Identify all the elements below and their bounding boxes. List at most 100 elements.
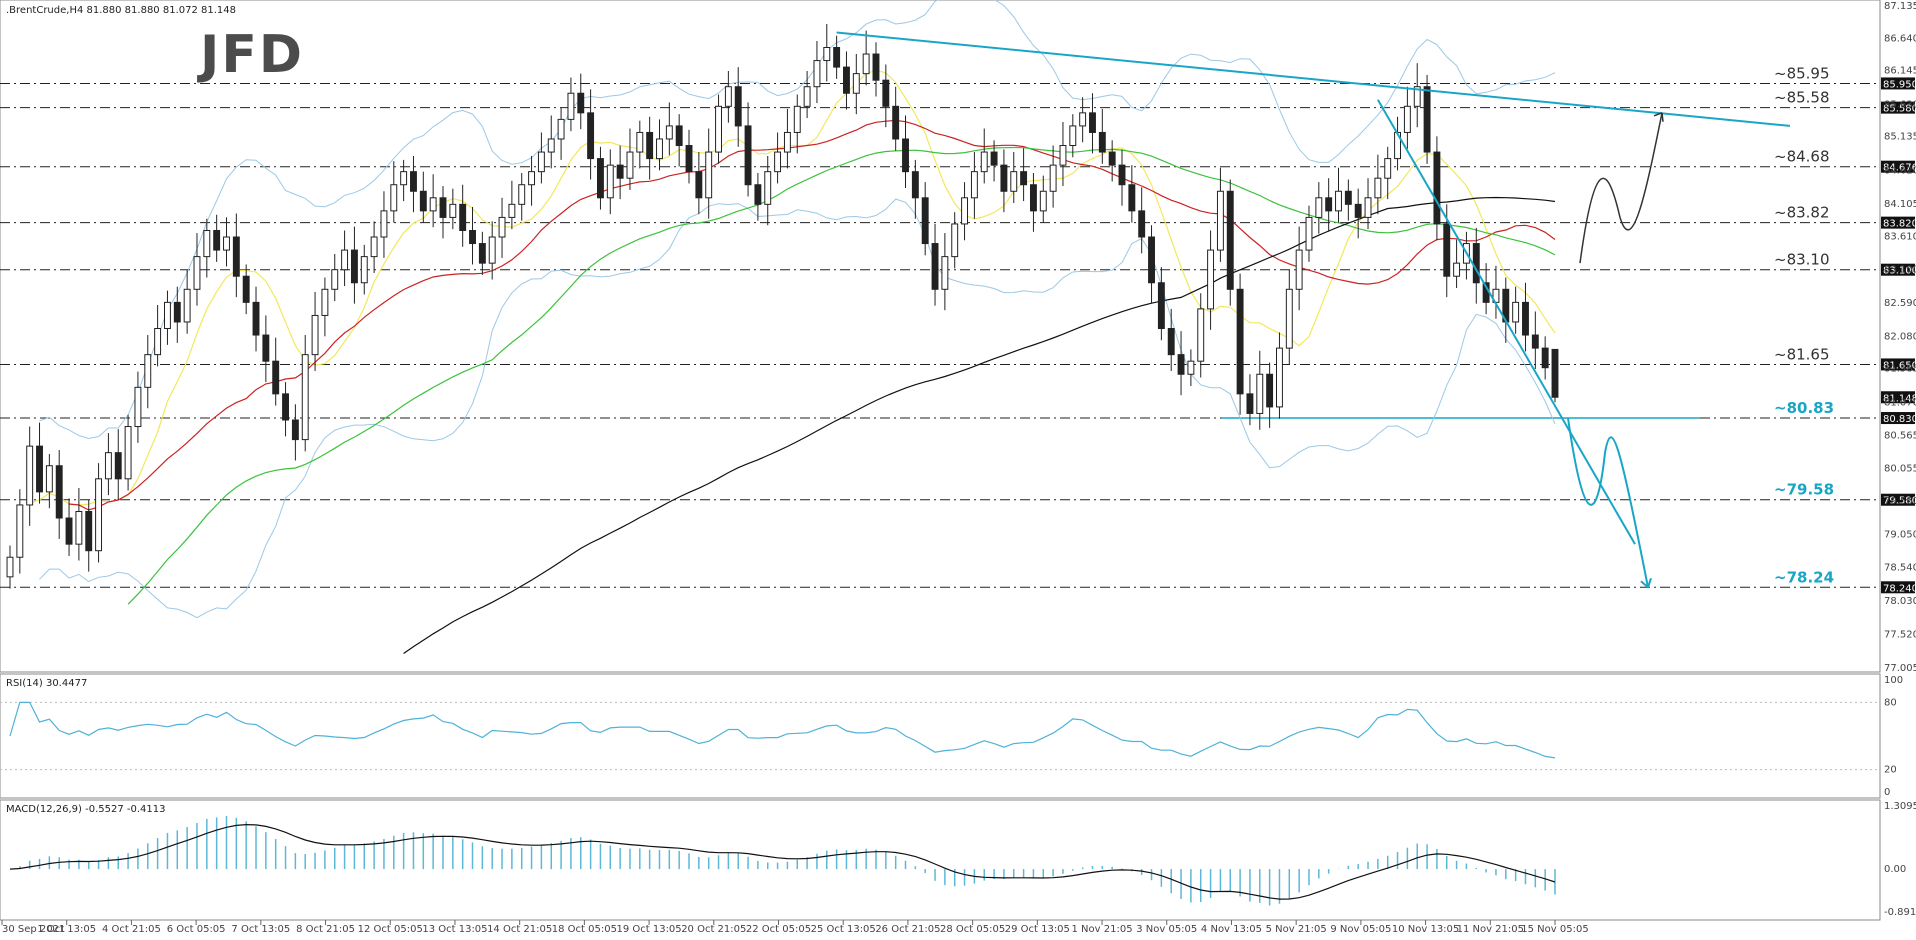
bollinger-lower [39,198,1556,619]
candle-bear [272,360,280,395]
candle-bull [852,73,860,94]
candle-bear [1148,236,1155,284]
candle-bear [1177,354,1185,375]
candle-bull [537,151,545,173]
candle-bull [724,86,732,107]
candle-bull [1216,190,1224,251]
x-tick-label: 8 Oct 21:05 [296,924,355,935]
candle-bear [1108,151,1116,166]
level-label: ~85.58 [1774,89,1830,107]
candle-bull [183,288,191,323]
candle-bear [734,86,742,127]
candle-bull [970,171,978,199]
candle-bear [882,79,890,107]
candle-bull [528,171,536,186]
ma-fast-line [29,69,1556,506]
candle-bull [1039,190,1047,212]
candle-bull [764,171,772,205]
macd-tick-label: 0.00 [1884,864,1906,875]
x-tick-label: 6 Oct 05:05 [167,924,226,935]
x-tick-label: 22 Oct 05:05 [746,924,811,935]
x-tick-label: 18 Oct 05:05 [552,924,617,935]
candle-bull [1413,86,1421,107]
jfd-logo: JFD [197,25,304,85]
candle-bull [203,229,211,258]
candle-bull [803,86,811,107]
projected-up-arrowhead [1653,112,1664,122]
candle-bear [36,445,43,493]
candle-bear [1226,190,1234,290]
level-label: ~81.65 [1774,345,1830,363]
bollinger-upper [39,0,1556,440]
projected-down-arrowhead [1640,577,1652,589]
candle-bull [823,46,831,62]
x-tick-label: 29 Oct 13:05 [1005,924,1070,935]
candle-bear [577,92,585,114]
candle-bull [1187,360,1195,375]
y-tick-label: 84.620 [1884,165,1916,176]
rsi-tick-label: 100 [1884,675,1903,686]
candle-bear [1098,131,1106,153]
macd-tick-label: -0.8917 [1884,907,1916,918]
candle-bear [744,125,752,186]
candle-bear [646,131,654,160]
level-price-box-label: 83.820 [1883,219,1916,230]
candle-bull [301,354,309,441]
candle-bull [75,510,83,545]
candle-bull [311,314,319,356]
candle-bear [1167,328,1175,356]
level-price-box-label: 83.100 [1883,266,1916,277]
candle-bull [862,53,870,75]
candle-bull [1285,288,1293,349]
level-price-box [1881,216,1915,229]
y-tick-label: 81.585 [1884,364,1916,375]
candle-bull [518,184,526,205]
candle-bull [164,301,171,330]
candle-bear [587,112,595,160]
annotations-layer [836,31,1791,589]
candle-bull [705,151,713,199]
x-tick-label: 19 Oct 13:05 [616,924,681,935]
level-price-box [1881,101,1915,114]
candle-bear [242,275,250,303]
short-trendline [1377,99,1636,545]
y-tick-label: 86.145 [1884,66,1916,77]
level-price-box [1881,160,1915,173]
x-tick-label: 20 Oct 21:05 [681,924,746,935]
y-tick-label: 82.080 [1884,331,1916,342]
candle-bull [154,328,162,356]
candle-bull [104,452,112,480]
rsi-panel-frame [0,673,1881,799]
candle-bear [282,393,289,421]
candle-bear [931,243,939,290]
candle-bear [55,465,63,519]
candle-bear [990,151,998,166]
y-tick-label: 87.135 [1884,1,1916,12]
candle-bear [1128,184,1136,212]
candle-bull [1010,171,1018,192]
x-tick-label: 3 Nov 05:05 [1136,924,1197,935]
candle-bull [360,256,368,284]
candle-bear [419,190,427,212]
price-levels-layer: ~85.95 85.950 ~85.58 85.580 ~84.68 84.676 ~83.… [0,64,1916,594]
candle-bear [1157,282,1165,330]
y-tick-label: 82.590 [1884,298,1916,309]
y-tick-label: 81.070 [1884,397,1916,408]
candle-bear [65,517,73,545]
candle-bull [1079,112,1087,127]
current-price-box-label: 81.148 [1883,393,1916,404]
rsi-tick-label: 0 [1884,787,1890,798]
long-trendline [836,31,1791,127]
x-tick-label: 25 Oct 13:05 [811,924,876,935]
level-price-box [1881,581,1915,594]
level-label: ~83.10 [1774,251,1830,269]
candle-bull [488,236,496,264]
candle-bull [636,131,644,153]
macd-layer: 1.3095 0.00 -0.8917 [9,801,1916,918]
candle-bear [1443,223,1451,277]
candle-bull [626,151,634,179]
level-label: ~80.83 [1774,399,1834,417]
x-tick-label: 10 Nov 13:05 [1392,924,1459,935]
candle-bull [951,223,959,258]
